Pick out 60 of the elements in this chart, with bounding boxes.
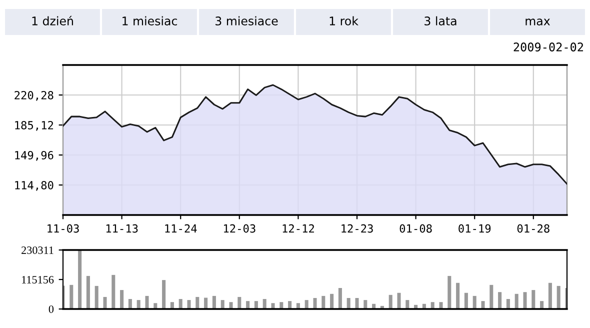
y-tick-label: 114,80 [15, 181, 54, 191]
bar [212, 296, 216, 309]
text: 2009-02-02 [514, 42, 583, 52]
bar [523, 292, 527, 309]
bar [271, 303, 275, 309]
bar [498, 292, 502, 309]
text: 1 dzień [32, 16, 73, 26]
text: 3 miesiace [216, 16, 278, 26]
text: 3 lata [424, 16, 456, 26]
x-tick-label: 11-24 [165, 224, 197, 233]
bar [346, 298, 350, 309]
bar [490, 284, 494, 309]
bar [196, 296, 200, 309]
bar [120, 290, 124, 309]
bar [103, 296, 107, 309]
text: 1 miesiac [122, 16, 177, 26]
bar [330, 294, 334, 309]
bar [448, 276, 452, 309]
y-tick-label: 149,96 [15, 151, 54, 161]
bar [78, 250, 82, 309]
bar [162, 280, 166, 309]
y-tick-label: 230311 [22, 246, 54, 254]
bar [338, 288, 342, 309]
bar [532, 290, 536, 309]
bar [388, 294, 392, 309]
y-tick-label: 115156 [22, 276, 54, 284]
bar [397, 292, 401, 309]
bar [187, 300, 191, 309]
bar [70, 284, 74, 309]
x-tick-label: 01-28 [517, 224, 550, 233]
x-tick-label: 11-03 [48, 224, 79, 233]
bar [355, 298, 359, 309]
text: 1 rok [330, 16, 358, 26]
bar [548, 282, 552, 309]
x-tick-label: 12-03 [224, 224, 256, 233]
y-tick-label: 185,12 [15, 121, 54, 131]
x-tick-label: 12-12 [282, 224, 314, 233]
x-tick-label: 01-19 [458, 224, 491, 233]
bar [481, 301, 485, 309]
x-tick-label: 12-23 [342, 224, 373, 233]
bar [472, 296, 476, 309]
bar [94, 286, 98, 309]
bar [514, 294, 518, 309]
bar [439, 302, 443, 309]
y-tick-label: 220,28 [14, 91, 54, 101]
bar [204, 298, 208, 309]
bar [238, 296, 242, 309]
bar [313, 298, 317, 309]
bar [456, 282, 460, 309]
bar [86, 276, 90, 309]
y-tick-label: 0 [48, 305, 54, 313]
x-tick-label: 11-13 [106, 224, 138, 233]
bar [556, 286, 560, 309]
text: max [526, 18, 550, 26]
bar [464, 292, 468, 309]
x-tick-label: 01-08 [400, 224, 432, 233]
bar [145, 296, 149, 309]
bar [229, 302, 233, 309]
bar [112, 274, 116, 309]
bar [322, 296, 326, 309]
